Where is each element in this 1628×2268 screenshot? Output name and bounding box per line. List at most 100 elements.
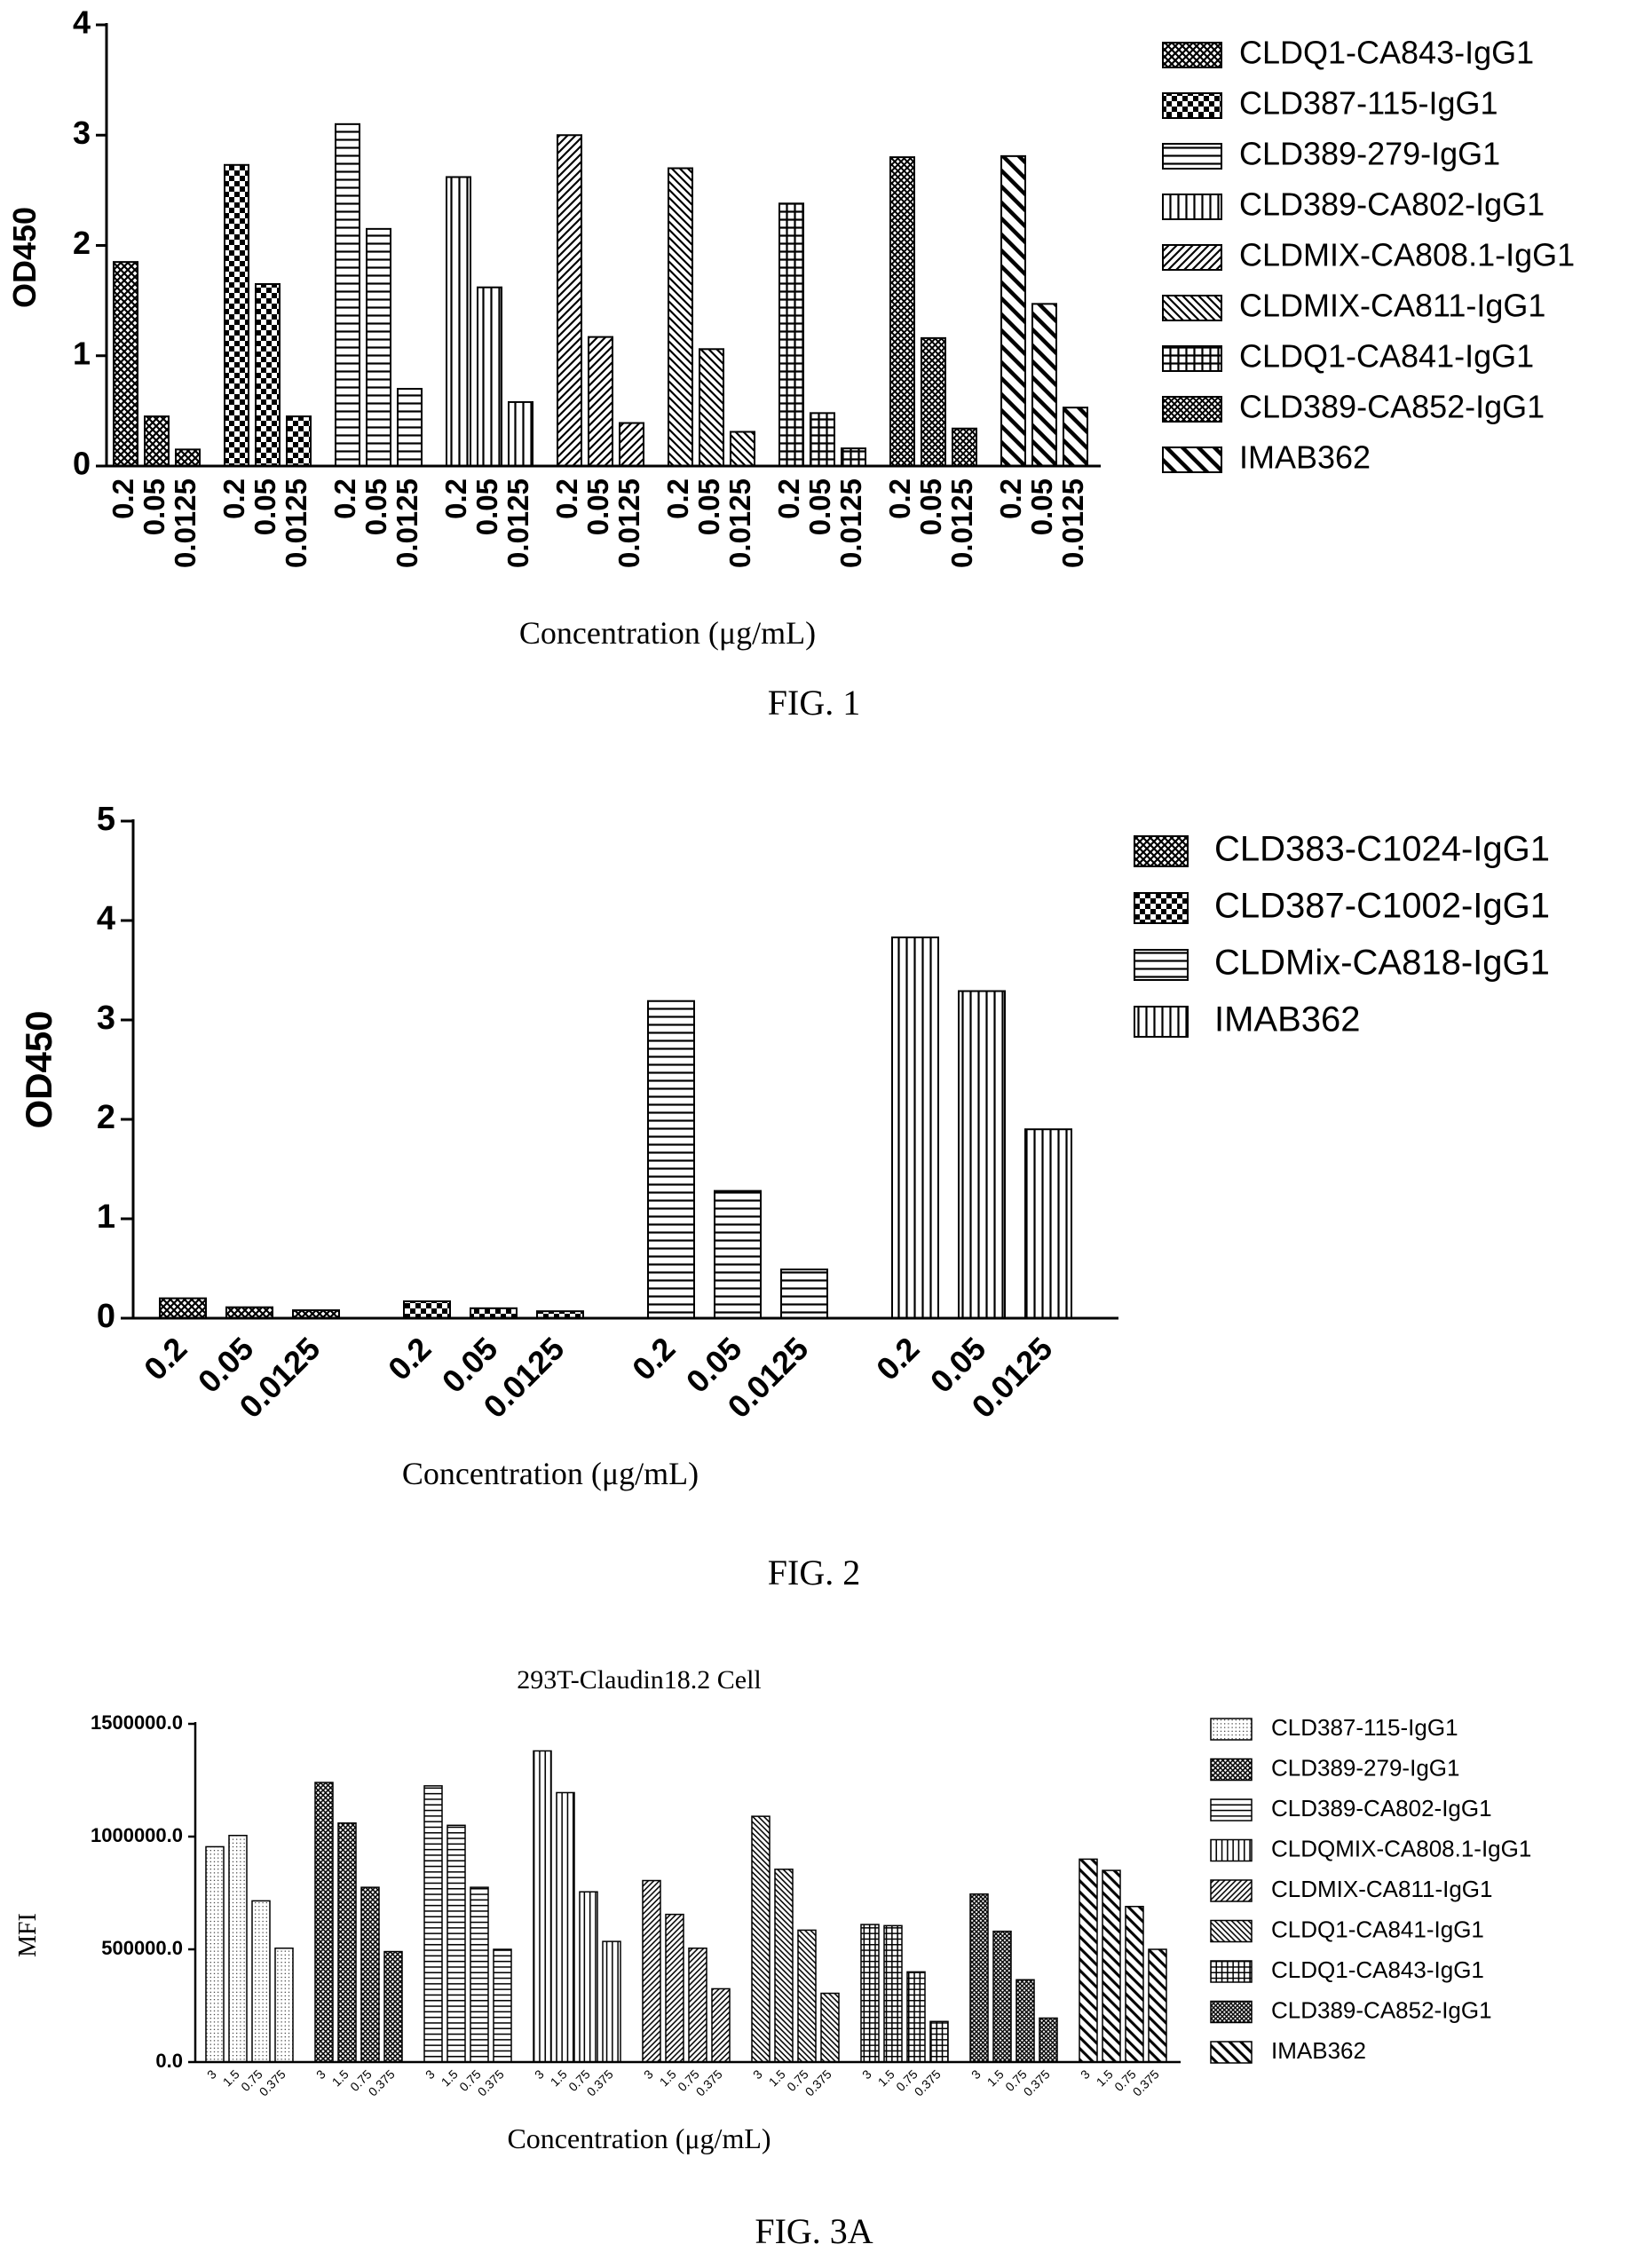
x-tick-label-fig1-0-2: 0.0125 [169,478,202,568]
bar-fig3a-1-3 [383,1950,403,2063]
legend-swatch-fig1-7 [1162,396,1222,423]
figure-1-caption: FIG. 1 [767,683,861,723]
legend-label-fig1-8: IMAB362 [1239,439,1371,476]
bar-fig3a-4-3 [711,1987,731,2063]
y-tick-label-fig3a-2: 1000000.0 [91,1824,183,1846]
legend-label-fig1-4: CLDMIX-CA808.1-IgG1 [1239,237,1575,273]
legend-swatch-fig3a-0 [1210,1718,1253,1741]
bar-fig3a-3-3 [602,1940,621,2063]
bar-fig1-5-0 [668,167,693,467]
y-tick-label-fig3a-1: 500000.0 [101,1937,183,1959]
legend-swatch-fig1-0 [1162,42,1222,68]
x-tick-label-fig2-2-0: 0.2 [625,1330,682,1387]
bar-fig1-1-1 [255,282,281,467]
bar-fig2-2-2 [780,1268,828,1319]
x-tick-label-fig1-7-1: 0.05 [914,478,947,535]
bar-fig2-1-1 [470,1307,518,1319]
x-tick-label-fig3a-0-3: 0.375 [257,2066,288,2098]
bar-fig3a-1-0 [314,1782,334,2063]
y-tick-label-fig1-2: 2 [73,225,91,261]
bar-fig1-2-1 [366,227,391,467]
bar-fig1-1-2 [286,415,312,467]
x-axis-label-fig1: Concentration (μg/mL) [519,615,816,651]
x-tick-label-fig1-0-0: 0.2 [107,478,139,519]
bar-fig3a-4-1 [665,1913,684,2063]
bar-fig1-3-0 [446,176,471,467]
bar-fig3a-3-2 [579,1891,598,2063]
x-tick-label-fig3a-2-3: 0.375 [475,2066,507,2098]
legend-swatch-fig3a-3 [1210,1838,1253,1862]
legend-label-fig1-1: CLD387-115-IgG1 [1239,85,1498,122]
x-tick-label-fig3a-4-3: 0.375 [693,2066,725,2098]
legend-label-fig3a-5: CLDQ1-CA841-IgG1 [1271,1916,1484,1942]
x-tick-label-fig3a-3-3: 0.375 [584,2066,616,2098]
bar-fig3a-4-0 [642,1879,661,2063]
legend-swatch-fig1-6 [1162,345,1222,372]
legend-label-fig3a-2: CLD389-CA802-IgG1 [1271,1795,1492,1822]
legend-swatch-fig3a-7 [1210,2000,1253,2024]
bar-fig1-8-0 [1000,154,1026,467]
bar-fig2-0-0 [159,1297,207,1319]
bar-fig3a-5-2 [797,1929,817,2063]
bar-fig1-8-1 [1031,303,1057,468]
chart-fig2: 0.20.050.0125 0.20.050.0125 0.20.050.0125 0… [18,801,1550,1491]
x-tick-label-fig3a-6-3: 0.375 [912,2066,944,2098]
x-tick-label-fig1-1-0: 0.2 [217,478,250,519]
bar-fig3a-6-0 [860,1924,880,2063]
x-tick-label-fig3a-1-3: 0.375 [366,2066,398,2098]
bar-fig3a-7-0 [969,1893,989,2063]
bar-fig3a-3-0 [533,1750,552,2063]
y-tick-label-fig2-3: 3 [97,1000,115,1037]
y-tick-label-fig1-1: 1 [73,335,91,371]
figure-1: 0.2 0.05 0.0125 0.2 0.05 0.0125 0.2 0.05 0.0125 0… [0,0,1628,710]
figure-2-caption: FIG. 2 [767,1553,861,1592]
x-tick-label-fig3a-8-0: 3 [1078,2066,1093,2082]
legend-swatch-fig2-0 [1134,835,1189,867]
bar-fig3a-7-3 [1039,2017,1058,2063]
x-tick-label-fig1-5-2: 0.0125 [723,478,756,568]
x-axis-label-fig2: Concentration (μg/mL) [402,1456,699,1491]
bar-fig3a-1-2 [360,1886,380,2063]
legend-label-fig3a-1: CLD389-279-IgG1 [1271,1754,1459,1781]
legend-label-fig2-1: CLD387-C1002-IgG1 [1214,887,1550,926]
y-tick-label-fig1-0: 0 [73,446,91,482]
x-tick-label-fig1-3-0: 0.2 [439,478,472,519]
bar-fig3a-0-0 [205,1845,225,2063]
x-tick-label-fig1-8-1: 0.05 [1025,478,1058,535]
bar-fig2-1-0 [403,1300,451,1320]
x-tick-label-fig1-5-0: 0.2 [661,478,694,519]
x-tick-label-fig2-3-0: 0.2 [869,1330,926,1387]
y-axis-label-fig1: OD450 [6,207,43,308]
legend-swatch-fig3a-5 [1210,1919,1253,1943]
bar-fig3a-0-2 [251,1900,271,2063]
legend-label-fig3a-3: CLDQMIX-CA808.1-IgG1 [1271,1835,1531,1861]
legend-swatch-fig2-3 [1134,1006,1189,1038]
x-tick-label-fig1-1-1: 0.05 [249,478,281,535]
bar-fig3a-7-2 [1016,1979,1035,2063]
x-tick-label-fig1-6-0: 0.2 [772,478,805,519]
bar-fig3a-5-3 [820,1992,840,2063]
x-tick-label-fig1-8-0: 0.2 [994,478,1027,519]
x-tick-label-fig1-6-2: 0.0125 [834,478,867,568]
bar-fig3a-2-3 [493,1948,512,2063]
bar-fig2-3-1 [958,990,1006,1320]
bar-fig1-6-1 [810,412,835,467]
x-tick-label-fig2-0-0: 0.2 [137,1330,194,1387]
bar-fig1-3-1 [477,286,502,467]
bar-fig1-4-1 [588,336,613,467]
y-tick-label-fig1-3: 3 [73,115,91,151]
x-tick-label-fig3a-2-0: 3 [423,2066,438,2082]
bar-fig3a-6-2 [906,1971,926,2063]
x-tick-label-fig1-2-1: 0.05 [360,478,392,535]
legend-swatch-fig1-8 [1162,446,1222,473]
bar-fig3a-3-1 [556,1791,575,2063]
x-tick-label-fig1-0-1: 0.05 [138,478,170,535]
x-tick-label-fig1-4-0: 0.2 [550,478,583,519]
bar-fig3a-0-3 [274,1947,294,2063]
legend-swatch-fig1-3 [1162,194,1222,220]
bar-fig1-0-2 [175,448,201,467]
x-tick-label-fig1-3-1: 0.05 [470,478,503,535]
legend-label-fig3a-6: CLDQ1-CA843-IgG1 [1271,1956,1484,1983]
legend-swatch-fig1-4 [1162,244,1222,271]
